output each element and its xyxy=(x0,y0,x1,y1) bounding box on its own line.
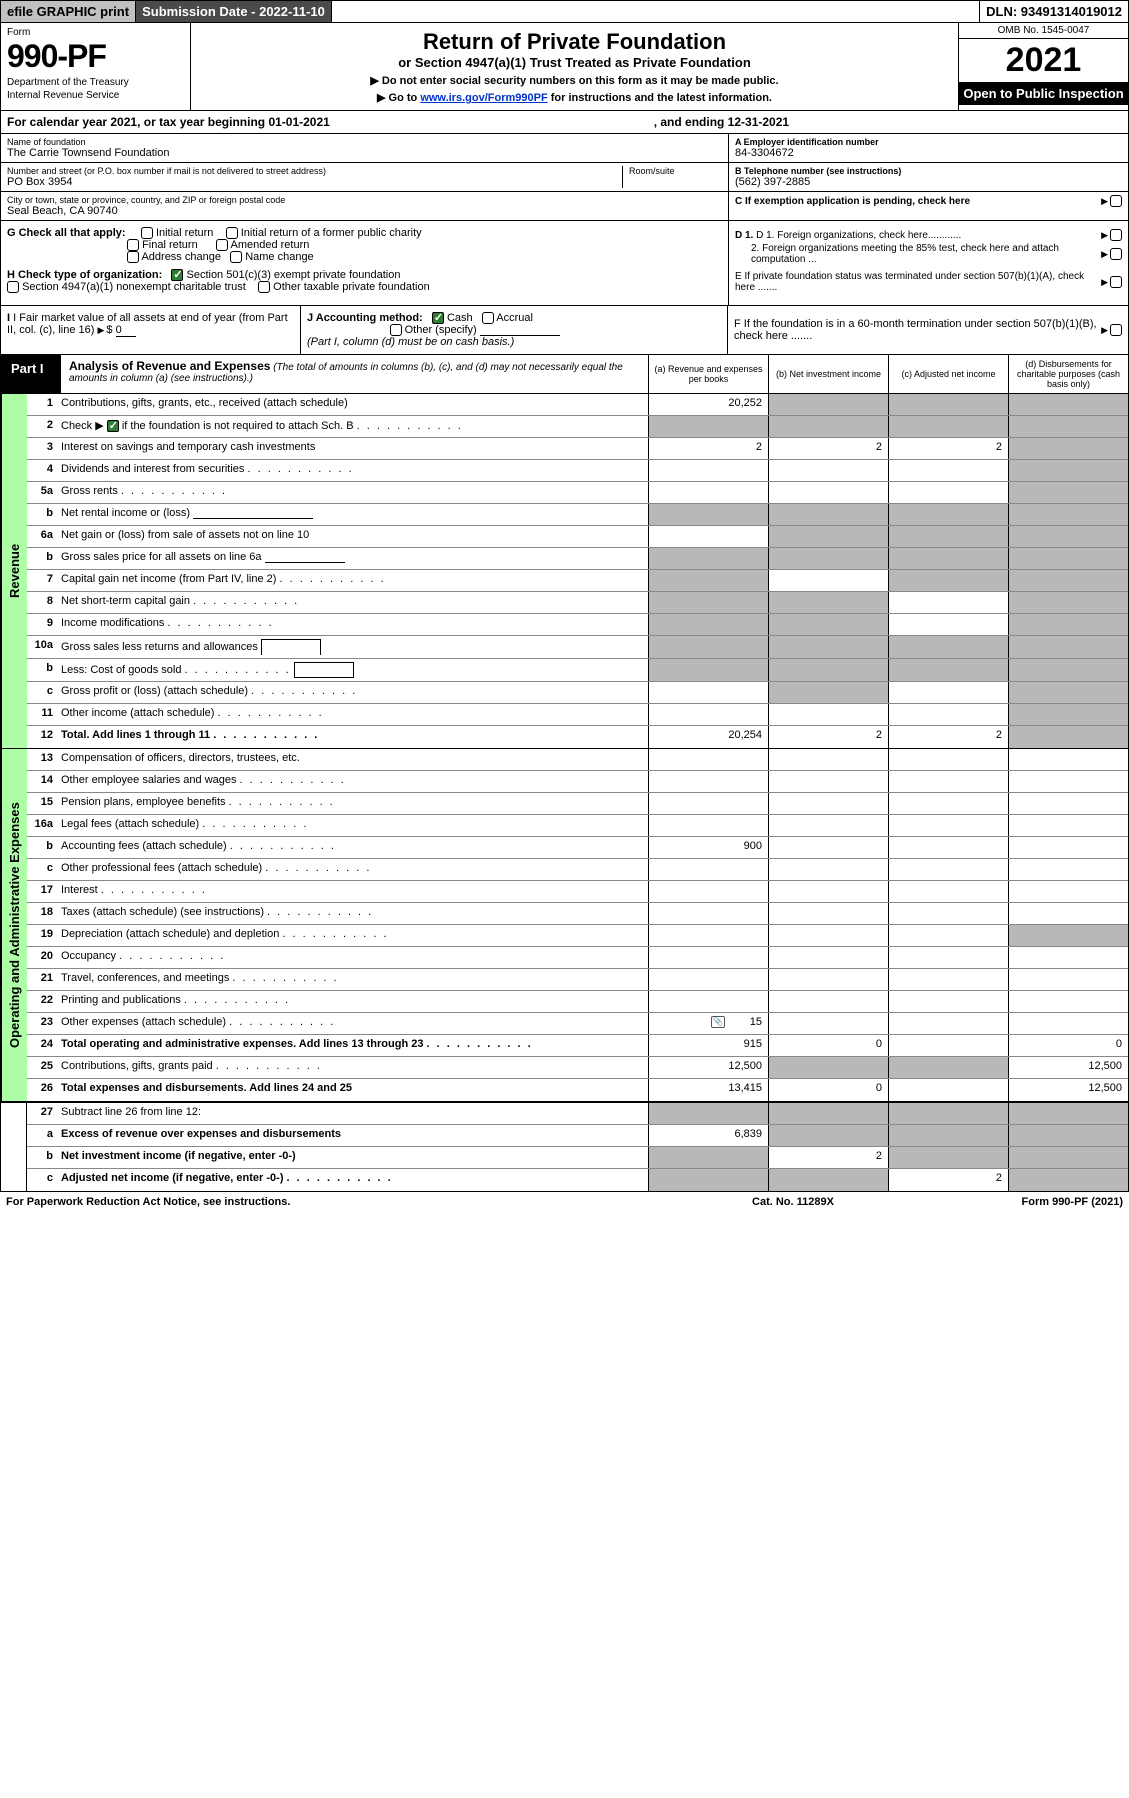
expenses-side-label: Operating and Administrative Expenses xyxy=(1,749,27,1101)
g-address-checkbox[interactable] xyxy=(127,251,139,263)
form-word: Form xyxy=(7,27,184,38)
header-left: Form 990-PF Department of the Treasury I… xyxy=(1,23,191,110)
revenue-side-label: Revenue xyxy=(1,394,27,748)
i-block: I I Fair market value of all assets at e… xyxy=(1,306,301,354)
arrow-icon xyxy=(1101,324,1110,336)
phone-cell: B Telephone number (see instructions) (5… xyxy=(729,163,1128,192)
col-d-header: (d) Disbursements for charitable purpose… xyxy=(1008,355,1128,393)
g-name-checkbox[interactable] xyxy=(230,251,242,263)
header-right: OMB No. 1545-0047 2021 Open to Public In… xyxy=(958,23,1128,110)
f-checkbox[interactable] xyxy=(1110,324,1122,336)
efile-label: efile GRAPHIC print xyxy=(1,1,136,22)
tax-year: 2021 xyxy=(959,39,1128,82)
h-4947-checkbox[interactable] xyxy=(7,281,19,293)
h-other-checkbox[interactable] xyxy=(258,281,270,293)
topbar-spacer xyxy=(332,1,980,22)
top-bar: efile GRAPHIC print Submission Date - 20… xyxy=(0,0,1129,23)
header-center: Return of Private Foundation or Section … xyxy=(191,23,958,110)
note-goto: ▶ Go to www.irs.gov/Form990PF for instru… xyxy=(197,91,952,104)
arrow-icon xyxy=(1101,249,1110,260)
f-block: F If the foundation is in a 60-month ter… xyxy=(728,306,1128,354)
part1-header: Part I Analysis of Revenue and Expenses … xyxy=(0,355,1129,394)
c-checkbox[interactable] xyxy=(1110,195,1122,207)
submission-date: Submission Date - 2022-11-10 xyxy=(136,1,332,22)
j-accrual-checkbox[interactable] xyxy=(482,312,494,324)
arrow-icon xyxy=(1101,230,1110,241)
meta-block: Name of foundation The Carrie Townsend F… xyxy=(0,134,1129,221)
part1-desc: Analysis of Revenue and Expenses (The to… xyxy=(61,355,648,393)
arrow-icon xyxy=(1101,277,1110,288)
open-inspection: Open to Public Inspection xyxy=(959,82,1128,105)
cy-begin: For calendar year 2021, or tax year begi… xyxy=(7,115,654,129)
meta-right: A Employer identification number 84-3304… xyxy=(728,134,1128,220)
dln-label: DLN: 93491314019012 xyxy=(980,1,1128,22)
j-other-checkbox[interactable] xyxy=(390,324,402,336)
col-b-header: (b) Net investment income xyxy=(768,355,888,393)
g-initial-former-checkbox[interactable] xyxy=(226,227,238,239)
g-final-checkbox[interactable] xyxy=(127,239,139,251)
d-e-block: D 1. D 1. Foreign organizations, check h… xyxy=(728,221,1128,305)
line27-grid: 27Subtract line 26 from line 12: aExcess… xyxy=(0,1102,1129,1192)
g-initial-checkbox[interactable] xyxy=(141,227,153,239)
cy-end: , and ending 12-31-2021 xyxy=(654,115,789,129)
omb-number: OMB No. 1545-0047 xyxy=(959,23,1128,39)
city-cell: City or town, state or province, country… xyxy=(1,192,728,220)
footer-catno: Cat. No. 11289X xyxy=(683,1196,903,1208)
d2-checkbox[interactable] xyxy=(1110,248,1122,260)
g-d-section: G Check all that apply: Initial return I… xyxy=(0,221,1129,306)
d1-checkbox[interactable] xyxy=(1110,229,1122,241)
g-block: G Check all that apply: Initial return I… xyxy=(1,221,728,305)
meta-left: Name of foundation The Carrie Townsend F… xyxy=(1,134,728,220)
note-ssn: ▶ Do not enter social security numbers o… xyxy=(197,74,952,87)
footer-left: For Paperwork Reduction Act Notice, see … xyxy=(6,1196,683,1208)
ein-cell: A Employer identification number 84-3304… xyxy=(729,134,1128,163)
arrow-icon xyxy=(1101,196,1110,207)
g-amended-checkbox[interactable] xyxy=(216,239,228,251)
calendar-year-row: For calendar year 2021, or tax year begi… xyxy=(0,111,1129,134)
h-501c3-checkbox[interactable] xyxy=(171,269,183,281)
col-c-header: (c) Adjusted net income xyxy=(888,355,1008,393)
schb-checkbox[interactable] xyxy=(107,420,119,432)
expenses-grid: Operating and Administrative Expenses 13… xyxy=(0,749,1129,1102)
e-checkbox[interactable] xyxy=(1110,276,1122,288)
form-title: Return of Private Foundation xyxy=(197,29,952,55)
name-cell: Name of foundation The Carrie Townsend F… xyxy=(1,134,728,163)
attachment-icon[interactable]: 📎 xyxy=(711,1016,725,1028)
part1-tag: Part I xyxy=(1,355,61,393)
form-number: 990-PF xyxy=(7,38,184,75)
arrow-icon xyxy=(97,324,106,336)
col-a-header: (a) Revenue and expenses per books xyxy=(648,355,768,393)
instructions-link[interactable]: www.irs.gov/Form990PF xyxy=(420,92,547,104)
j-block: J Accounting method: Cash Accrual Other … xyxy=(301,306,728,354)
addr-cell: Number and street (or P.O. box number if… xyxy=(1,163,728,192)
revenue-grid: Revenue 1Contributions, gifts, grants, e… xyxy=(0,394,1129,749)
form-header: Form 990-PF Department of the Treasury I… xyxy=(0,23,1129,111)
dept-treasury: Department of the Treasury xyxy=(7,77,184,88)
form-subtitle: or Section 4947(a)(1) Trust Treated as P… xyxy=(197,55,952,70)
c-cell: C If exemption application is pending, c… xyxy=(729,192,1128,210)
footer: For Paperwork Reduction Act Notice, see … xyxy=(0,1192,1129,1212)
footer-formref: Form 990-PF (2021) xyxy=(903,1196,1123,1208)
i-j-f-row: I I Fair market value of all assets at e… xyxy=(0,306,1129,355)
irs-label: Internal Revenue Service xyxy=(7,90,184,101)
j-cash-checkbox[interactable] xyxy=(432,312,444,324)
